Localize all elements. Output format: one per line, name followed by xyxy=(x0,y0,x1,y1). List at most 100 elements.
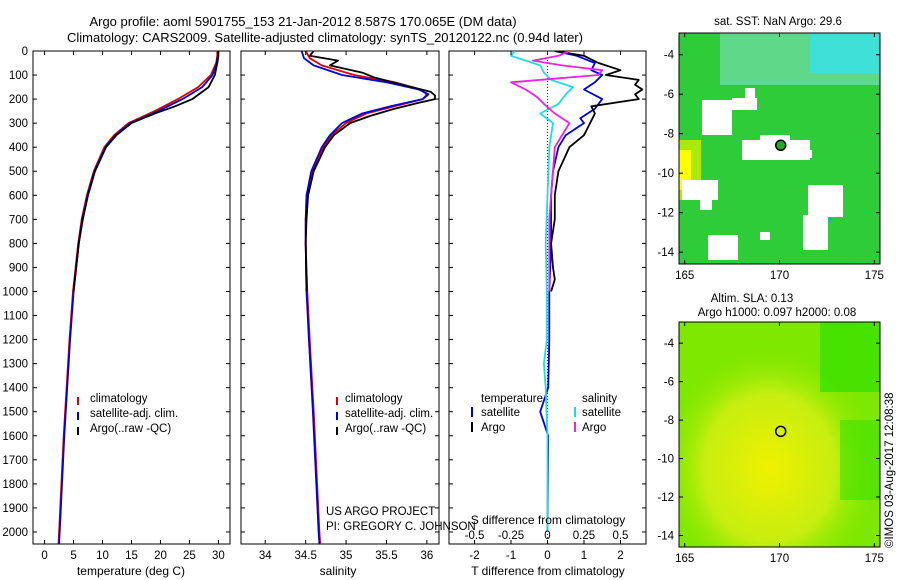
depth-tick-label: 1600 xyxy=(2,431,28,443)
map-x-tick-label: 165 xyxy=(675,270,694,282)
map-y-tick-label: -10 xyxy=(657,454,674,466)
series-temperature-satellite xyxy=(539,51,604,533)
depth-tick-label: 1800 xyxy=(2,479,28,491)
s-tick-label: -0.5 xyxy=(465,530,485,542)
map-y-tick-label: -6 xyxy=(664,377,674,389)
sst-map-title: sat. SST: NaN Argo: 29.6 xyxy=(714,16,842,28)
s-tick-label: -0.25 xyxy=(498,530,524,542)
x-tick-label: -2 xyxy=(469,550,479,562)
cloud xyxy=(745,88,755,100)
cloud xyxy=(732,98,757,110)
depth-tick-label: 1100 xyxy=(3,311,28,323)
x-tick-label: -1 xyxy=(506,550,516,562)
series-satellite-adj-clim- xyxy=(58,51,220,544)
x-tick-label: 34 xyxy=(259,550,272,562)
depth-tick-label: 100 xyxy=(9,70,28,82)
depth-tick-label: 1500 xyxy=(2,407,28,419)
depth-tick-label: 0 xyxy=(22,46,28,58)
salinity-x-axis: 34 34.5 35 35.5 36 xyxy=(259,51,433,562)
map-x-tick-label: 170 xyxy=(770,270,789,282)
cloud xyxy=(808,185,843,217)
depth-tick-label: 1400 xyxy=(2,383,28,395)
legend-label-temp-argo: Argo xyxy=(481,422,505,434)
title-line-2: Climatology: CARS2009. Satellite-adjuste… xyxy=(67,30,583,45)
sla-map-title-2: Argo h1000: 0.097 h2000: 0.08 xyxy=(698,307,857,319)
cloud xyxy=(702,100,732,135)
cloud xyxy=(803,215,828,250)
project-annotation: US ARGO PROJECT xyxy=(326,506,435,518)
map-y-tick-label: -12 xyxy=(657,492,674,504)
legend-label-climatology: climatology xyxy=(345,393,403,405)
cloud xyxy=(700,195,712,210)
series-satellite-adj-clim- xyxy=(300,51,430,544)
series-argo-raw-qc- xyxy=(72,51,220,292)
cloud xyxy=(742,140,810,160)
title-line-1: Argo profile: aoml 5901755_153 21-Jan-20… xyxy=(89,14,516,29)
x-tick-label: 1 xyxy=(581,550,587,562)
depth-tick-label: 1000 xyxy=(2,286,28,298)
depth-tick-label: 700 xyxy=(9,214,28,226)
cloud xyxy=(708,235,738,260)
map-x-tick-label: 175 xyxy=(865,270,884,282)
difference-xlabel: T difference from climatology xyxy=(471,564,625,578)
x-tick-label: 36 xyxy=(420,550,433,562)
sst-cloud-mask xyxy=(682,88,843,260)
legend-label-satellite: satellite-adj. clim. xyxy=(345,408,433,420)
map-y-tick-label: -8 xyxy=(664,129,674,141)
depth-tick-label: 800 xyxy=(9,238,28,250)
legend-label-climatology: climatology xyxy=(90,393,148,405)
x-tick-label: 35.5 xyxy=(375,550,397,562)
x-tick-label: 10 xyxy=(96,550,109,562)
salinity-legend: climatology satellite-adj. clim. Argo(..… xyxy=(336,393,433,435)
depth-tick-label: 900 xyxy=(9,262,28,274)
series-climatology xyxy=(304,51,428,544)
map-y-tick-label: -4 xyxy=(664,50,675,62)
depth-tick-label: 200 xyxy=(9,94,28,106)
map-y-tick-label: -10 xyxy=(657,168,674,180)
argo-position-marker xyxy=(774,425,787,438)
map-x-tick-label: 165 xyxy=(675,553,694,565)
cloud xyxy=(760,232,770,240)
temperature-x-axis: 0 5 10 15 20 25 30 xyxy=(41,51,225,562)
depth-tick-label: 1200 xyxy=(2,335,28,347)
depth-tick-label: 1900 xyxy=(2,503,28,515)
legend-label-temp-satellite: satellite xyxy=(481,407,520,419)
legend-heading-salinity: salinity xyxy=(582,393,617,405)
legend-label-argo: Argo(..raw -QC) xyxy=(90,423,171,435)
map-x-tick-label: 175 xyxy=(865,553,884,565)
difference-x-axis: -2 -1 0 1 2 -0.5 -0.25 0 0.25 0.5 xyxy=(465,51,628,562)
depth-tick-label: 1300 xyxy=(2,359,28,371)
x-tick-label: 25 xyxy=(183,550,196,562)
cloud xyxy=(760,135,790,143)
sla-low-anomaly xyxy=(820,322,880,392)
depth-tick-label: 1700 xyxy=(2,455,28,467)
difference-legend: temperature salinity satellite Argo sate… xyxy=(471,393,621,434)
series-salinity-argo xyxy=(510,51,604,292)
depth-tick-label: 2000 xyxy=(2,527,28,539)
series-salinity-satellite xyxy=(510,51,574,532)
x-tick-label: 0 xyxy=(544,550,550,562)
cloud xyxy=(800,150,812,158)
x-tick-label: 20 xyxy=(154,550,167,562)
sst-map-axes: 165 170 175 -4 -6 -8 -10 -12 -14 xyxy=(657,33,884,282)
x-tick-label: 15 xyxy=(125,550,138,562)
difference-xlabel-top: S difference from climatology xyxy=(471,513,626,527)
salinity-plot xyxy=(300,51,436,544)
legend-label-argo: Argo(..raw -QC) xyxy=(345,423,426,435)
depth-axis: 0 100 200 300 400 500 600 700 800 900 1000 1100 1200… xyxy=(2,46,646,539)
x-tick-label: 35 xyxy=(340,550,353,562)
legend-label-sal-satellite: satellite xyxy=(582,407,621,419)
map-y-tick-label: -6 xyxy=(664,89,674,101)
argo-position-marker xyxy=(774,139,787,152)
salinity-axes xyxy=(240,50,440,545)
series-temperature-argo xyxy=(550,51,644,292)
map-x-tick-label: 170 xyxy=(770,553,789,565)
s-tick-label: 0.25 xyxy=(573,530,595,542)
temperature-legend: climatology satellite-adj. clim. Argo(..… xyxy=(77,393,178,435)
map-y-tick-label: -14 xyxy=(657,247,674,259)
sla-low-anomaly-2 xyxy=(840,420,880,500)
series-climatology xyxy=(57,51,219,544)
depth-tick-label: 500 xyxy=(9,166,28,178)
difference-plot xyxy=(510,51,644,544)
x-tick-label: 30 xyxy=(212,550,225,562)
